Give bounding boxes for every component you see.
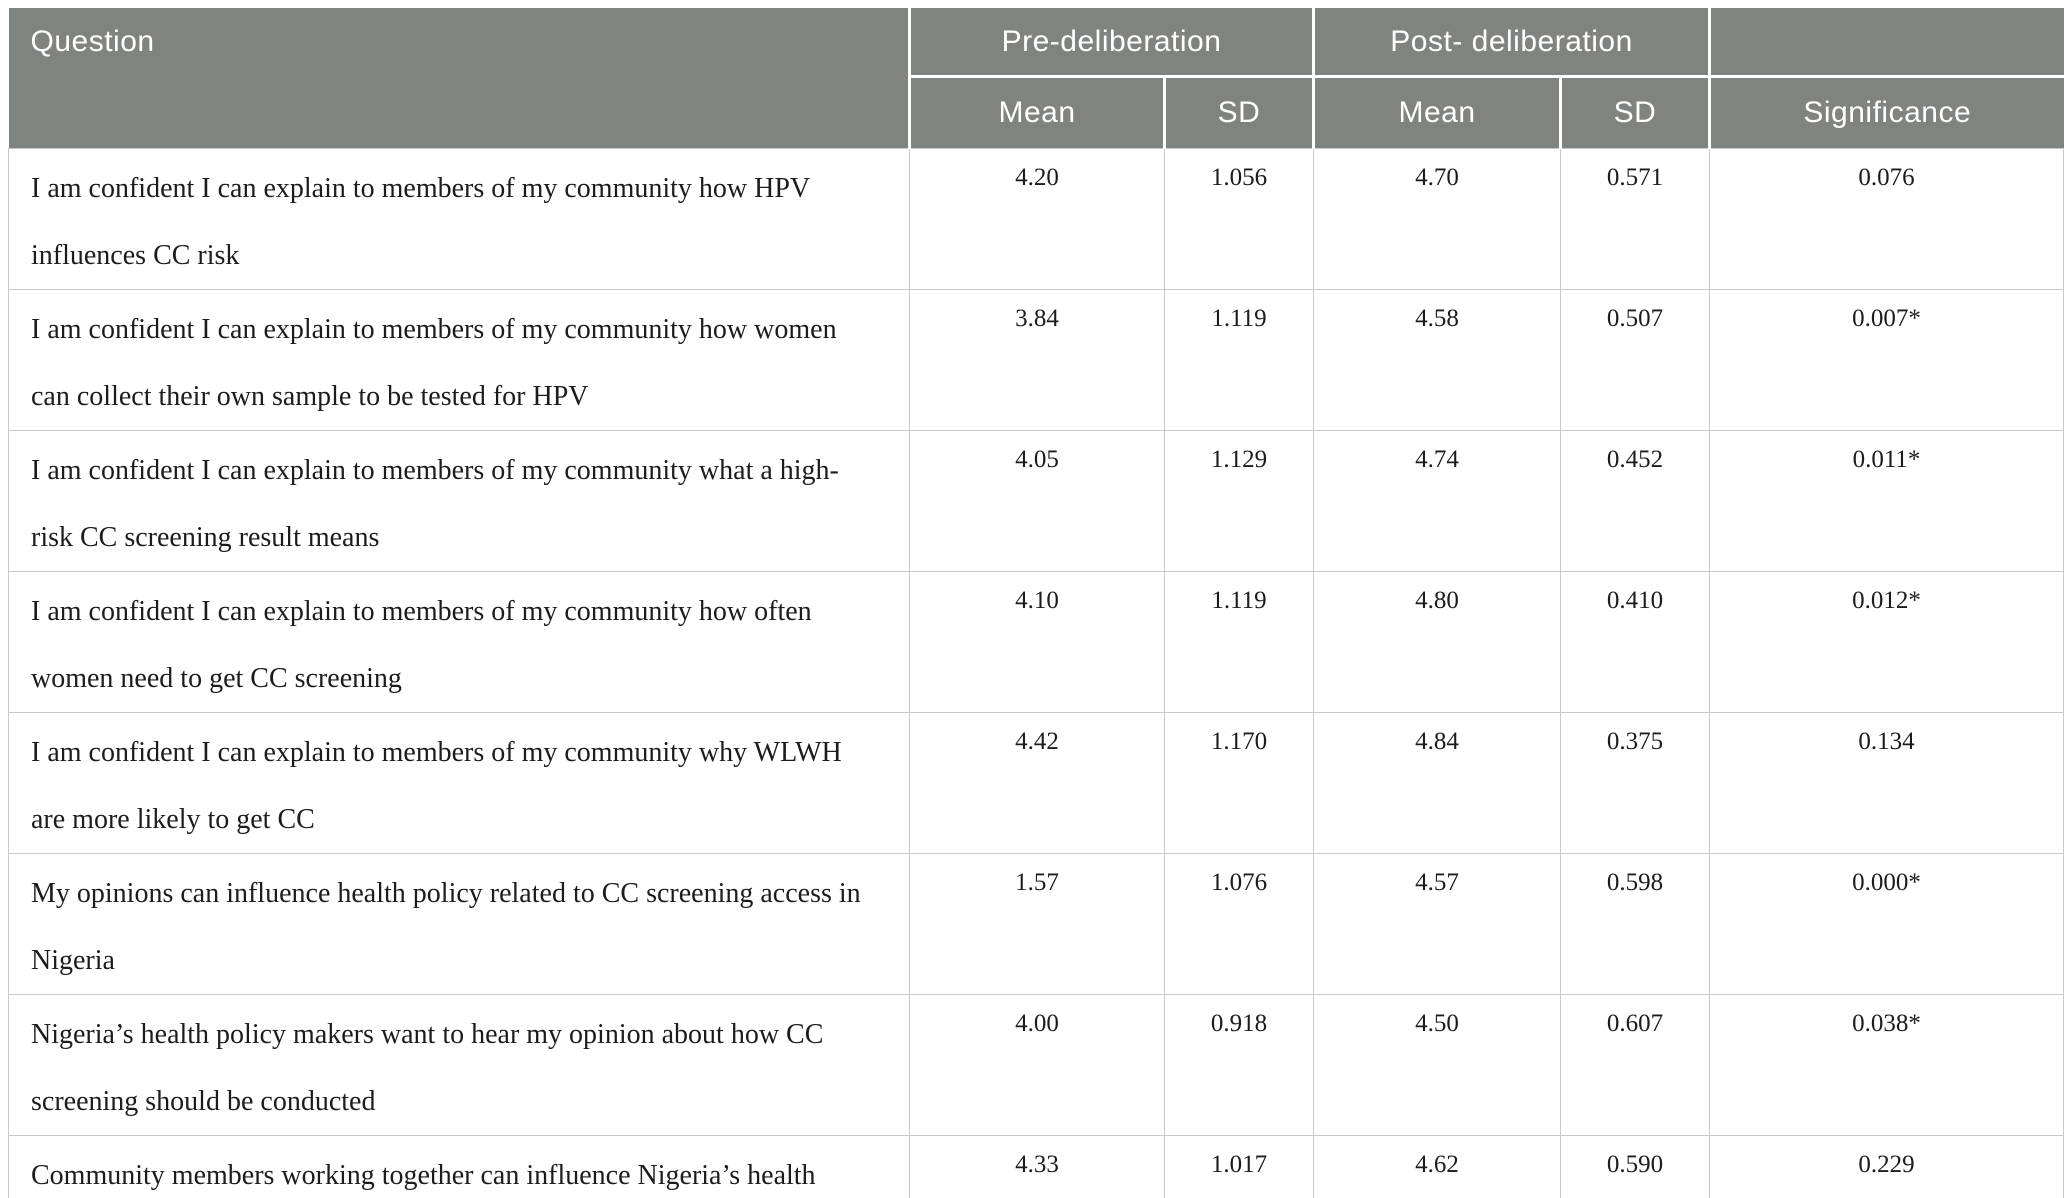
table-row: My opinions can influence health policy … [8, 853, 2065, 995]
table-row: I am confident I can explain to members … [8, 148, 2065, 290]
post-sd-cell: 0.598 [1560, 853, 1711, 995]
column-header-question: Question [8, 8, 911, 149]
question-cell: Community members working together can i… [8, 1135, 910, 1198]
post-mean-cell: 4.84 [1313, 712, 1562, 854]
pre-sd-cell: 0.918 [1163, 994, 1315, 1136]
pre-mean-cell: 3.84 [909, 289, 1165, 431]
column-header-pre-sd: SD [1162, 76, 1314, 149]
post-sd-cell: 0.410 [1560, 571, 1711, 713]
column-header-post-mean: Mean [1312, 76, 1561, 149]
table-row: I am confident I can explain to members … [8, 289, 2065, 431]
significance-cell: 0.007* [1709, 289, 2065, 431]
post-mean-cell: 4.74 [1313, 430, 1562, 572]
column-header-significance: Significance [1708, 76, 2064, 149]
pre-sd-cell: 1.170 [1163, 712, 1315, 854]
significance-cell: 0.134 [1709, 712, 2065, 854]
significance-cell: 0.076 [1709, 148, 2065, 290]
post-sd-cell: 0.452 [1560, 430, 1711, 572]
pre-mean-cell: 4.20 [909, 148, 1165, 290]
pre-mean-cell: 4.05 [909, 430, 1165, 572]
header-group-row: Question Pre-deliberation Post- delibera… [8, 8, 2064, 149]
post-mean-cell: 4.80 [1313, 571, 1562, 713]
significance-cell: 0.011* [1709, 430, 2065, 572]
table-row: Community members working together can i… [8, 1135, 2065, 1198]
post-mean-cell: 4.50 [1313, 994, 1562, 1136]
pre-mean-cell: 4.42 [909, 712, 1165, 854]
pre-sd-cell: 1.119 [1163, 289, 1315, 431]
post-sd-cell: 0.607 [1560, 994, 1711, 1136]
post-sd-cell: 0.507 [1560, 289, 1711, 431]
pre-sd-cell: 1.119 [1163, 571, 1315, 713]
pre-mean-cell: 4.33 [909, 1135, 1165, 1198]
question-cell: My opinions can influence health policy … [8, 853, 910, 995]
column-header-significance-spacer [1708, 8, 2064, 78]
significance-cell: 0.229 [1709, 1135, 2065, 1198]
table-row: I am confident I can explain to members … [8, 712, 2065, 854]
significance-cell: 0.038* [1709, 994, 2065, 1136]
pre-mean-cell: 1.57 [909, 853, 1165, 995]
post-mean-cell: 4.70 [1313, 148, 1562, 290]
question-cell: Nigeria’s health policy makers want to h… [8, 994, 910, 1136]
table-row: I am confident I can explain to members … [8, 430, 2065, 572]
question-cell: I am confident I can explain to members … [8, 571, 910, 713]
table-row: I am confident I can explain to members … [8, 571, 2065, 713]
post-sd-cell: 0.571 [1560, 148, 1711, 290]
question-cell: I am confident I can explain to members … [8, 712, 910, 854]
significance-cell: 0.000* [1709, 853, 2065, 995]
table-body: I am confident I can explain to members … [8, 148, 2065, 1198]
post-mean-cell: 4.58 [1313, 289, 1562, 431]
pre-sd-cell: 1.017 [1163, 1135, 1315, 1198]
question-cell: I am confident I can explain to members … [8, 289, 910, 431]
column-header-pre-deliberation: Pre-deliberation [909, 8, 1314, 78]
post-sd-cell: 0.375 [1560, 712, 1711, 854]
pre-sd-cell: 1.076 [1163, 853, 1315, 995]
pre-sd-cell: 1.056 [1163, 148, 1315, 290]
significance-cell: 0.012* [1709, 571, 2065, 713]
pre-mean-cell: 4.10 [909, 571, 1165, 713]
question-cell: I am confident I can explain to members … [8, 430, 910, 572]
header-sub-row: Mean SD Mean SD Significance [9, 76, 2064, 149]
table-header: Question Pre-deliberation Post- delibera… [8, 8, 2064, 149]
question-cell: I am confident I can explain to members … [8, 148, 910, 290]
results-table: Question Pre-deliberation Post- delibera… [8, 8, 2065, 1198]
table-row: Nigeria’s health policy makers want to h… [8, 994, 2065, 1136]
post-mean-cell: 4.62 [1313, 1135, 1562, 1198]
column-header-pre-mean: Mean [909, 76, 1165, 149]
column-header-post-deliberation: Post- deliberation [1312, 8, 1710, 78]
post-sd-cell: 0.590 [1560, 1135, 1711, 1198]
column-header-post-sd: SD [1559, 76, 1710, 149]
pre-sd-cell: 1.129 [1163, 430, 1315, 572]
pre-mean-cell: 4.00 [909, 994, 1165, 1136]
post-mean-cell: 4.57 [1313, 853, 1562, 995]
